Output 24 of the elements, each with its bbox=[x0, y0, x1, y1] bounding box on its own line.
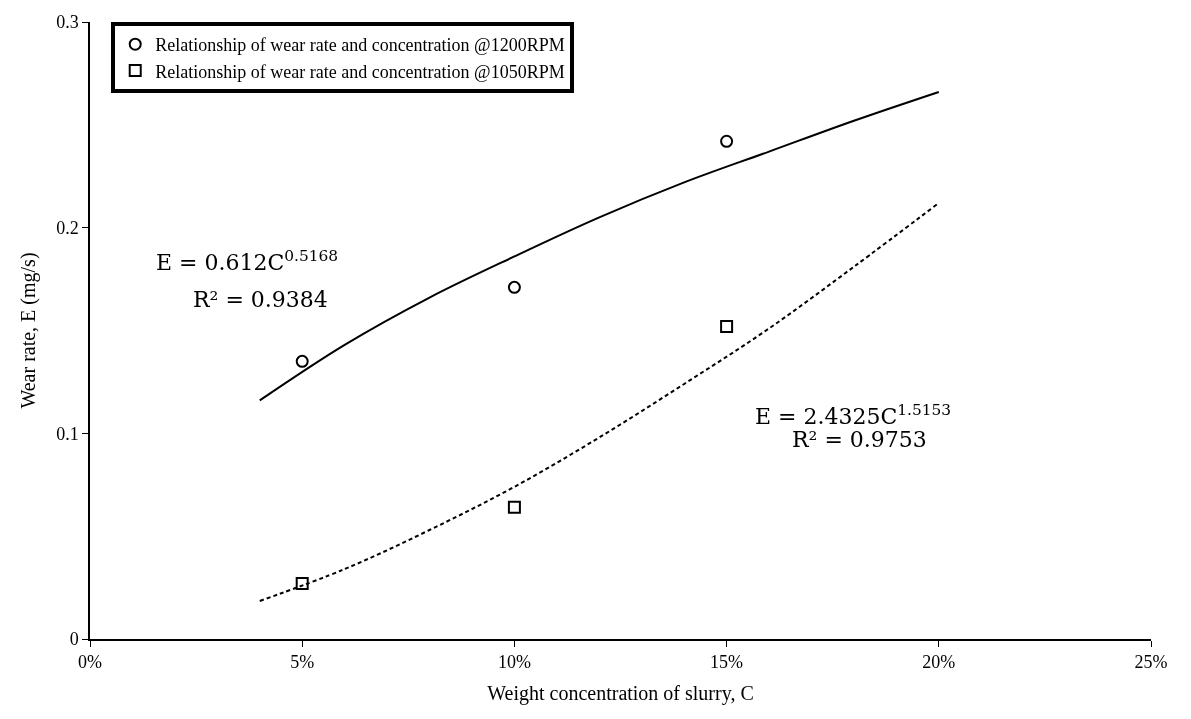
annotation: R² = 0.9384 bbox=[193, 287, 328, 312]
annotation: E = 0.612C$^{0.5168}$ bbox=[156, 247, 339, 276]
legend-label: Relationship of wear rate and concentration @1200RPM bbox=[155, 35, 565, 56]
point bbox=[720, 134, 734, 148]
point bbox=[295, 354, 309, 368]
x-tick-label: 0% bbox=[78, 652, 102, 673]
x-tick-label: 10% bbox=[497, 652, 531, 673]
y-tick-label: 0 bbox=[69, 629, 79, 650]
y-tick-label: 0.2 bbox=[56, 217, 79, 238]
y-tick-label: 0.1 bbox=[56, 423, 79, 444]
annotation: E = 2.4325C$^{1.5153}$ bbox=[755, 401, 952, 430]
x-tick-label: 15% bbox=[710, 652, 744, 673]
y-axis-title: Wear rate, E (mg/s) bbox=[17, 252, 41, 409]
x-tick-label: 5% bbox=[290, 652, 315, 673]
point bbox=[720, 319, 734, 333]
x-axis-title: Weight concentration of slurry, C bbox=[487, 682, 754, 706]
point bbox=[295, 576, 309, 590]
point bbox=[507, 280, 521, 294]
y-tick-label: 0.3 bbox=[56, 12, 79, 33]
x-tick-label: 25% bbox=[1134, 652, 1168, 673]
x-tick-label: 20% bbox=[922, 652, 956, 673]
point bbox=[507, 500, 521, 514]
annotation: R² = 0.9753 bbox=[792, 427, 927, 452]
legend-label: Relationship of wear rate and concentration @1050RPM bbox=[155, 61, 565, 82]
